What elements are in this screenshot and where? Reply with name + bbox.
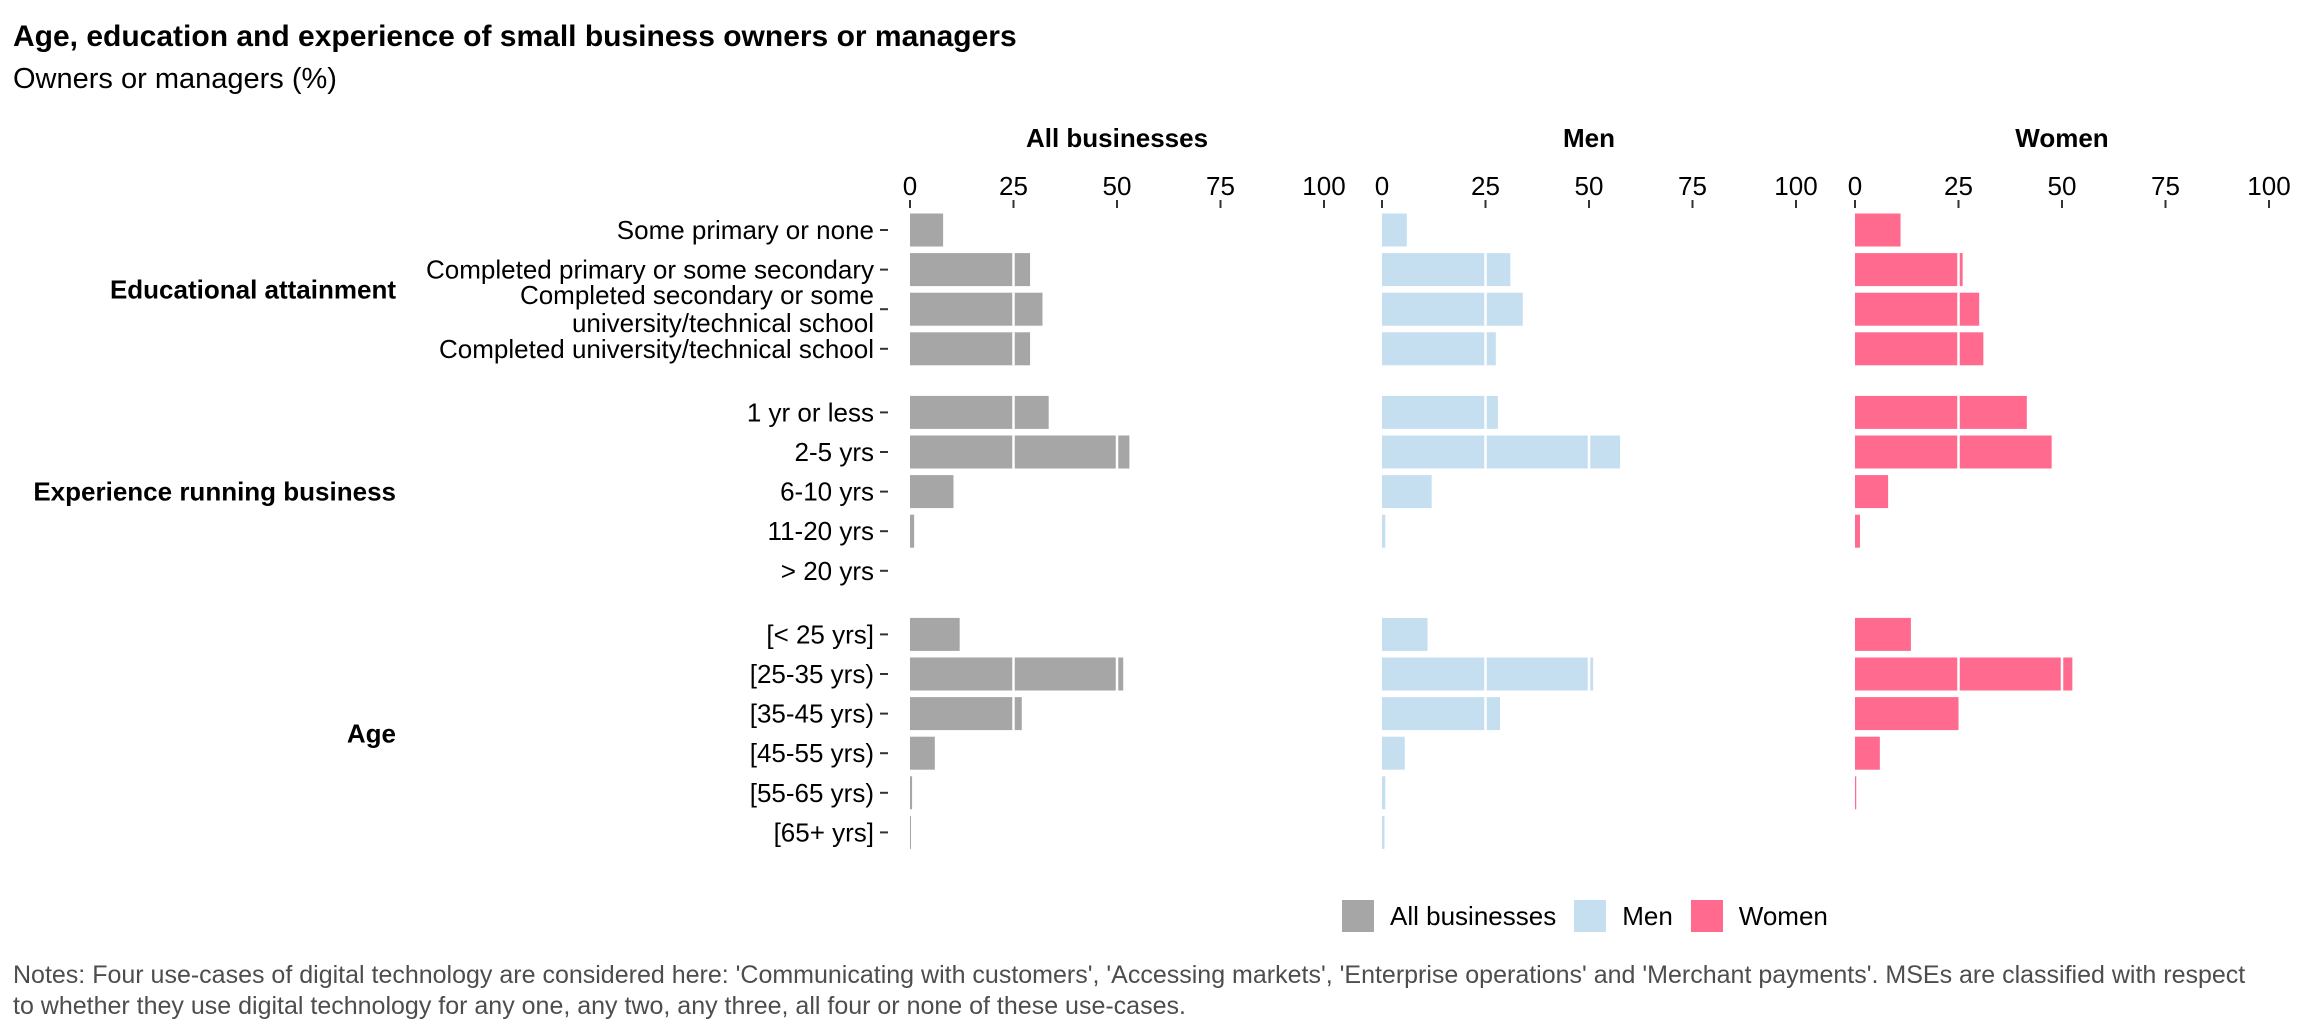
y-tick-label: Completed university/technical school bbox=[439, 334, 874, 364]
bar-women bbox=[1855, 657, 2073, 691]
bar-all-businesses bbox=[910, 815, 911, 849]
bar-men bbox=[1382, 514, 1386, 548]
x-tick-label: 75 bbox=[1206, 171, 1235, 201]
x-tick-label: 0 bbox=[903, 171, 917, 201]
x-tick-label: 100 bbox=[2247, 171, 2290, 201]
bar-men bbox=[1382, 617, 1428, 651]
y-tick-label: Completed primary or some secondary bbox=[426, 255, 874, 285]
bar-all-businesses bbox=[910, 776, 913, 810]
x-tick-label: 50 bbox=[2048, 171, 2077, 201]
bar-women bbox=[1855, 697, 1959, 731]
bar-all-businesses bbox=[910, 475, 954, 509]
x-tick-label: 25 bbox=[1944, 171, 1973, 201]
bar-women bbox=[1855, 253, 1963, 287]
bar-all-businesses bbox=[910, 514, 915, 548]
group-label-age: Age bbox=[347, 718, 396, 748]
legend-label-men: Men bbox=[1622, 900, 1673, 931]
x-tick-label: 50 bbox=[1575, 171, 1604, 201]
bar-women bbox=[1855, 617, 1911, 651]
bar-men bbox=[1382, 475, 1432, 509]
chart-title: Age, education and experience of small b… bbox=[13, 20, 1017, 53]
legend-label-women: Women bbox=[1738, 900, 1828, 931]
y-tick-label: 1 yr or less bbox=[747, 397, 874, 427]
y-tick-label: [55-65 yrs) bbox=[750, 778, 874, 808]
x-tick-label: 0 bbox=[1848, 171, 1862, 201]
facet-title-women: Women bbox=[2015, 123, 2108, 153]
facet-title-men: Men bbox=[1563, 123, 1615, 153]
y-tick-label: [45-55 yrs) bbox=[750, 738, 874, 768]
y-tick-label: Some primary or none bbox=[617, 215, 874, 245]
x-tick-label: 50 bbox=[1103, 171, 1132, 201]
bar-women bbox=[1855, 514, 1860, 548]
bar-women bbox=[1855, 395, 2027, 429]
bar-men bbox=[1382, 253, 1511, 287]
y-tick-label: [65+ yrs] bbox=[774, 817, 874, 847]
bar-all-businesses bbox=[910, 292, 1043, 326]
bar-men bbox=[1382, 332, 1496, 366]
group-label-educational-attainment: Educational attainment bbox=[110, 274, 396, 304]
y-tick-label: 2-5 yrs bbox=[795, 437, 874, 467]
bar-men bbox=[1382, 657, 1594, 691]
bar-women bbox=[1855, 332, 1984, 366]
bar-men bbox=[1382, 435, 1621, 469]
bar-men bbox=[1382, 736, 1405, 770]
bar-all-businesses bbox=[910, 617, 960, 651]
legend-label-all-businesses: All businesses bbox=[1390, 900, 1557, 931]
bar-women bbox=[1855, 776, 1857, 810]
bar-all-businesses bbox=[910, 253, 1031, 287]
bar-women bbox=[1855, 292, 1980, 326]
x-tick-label: 100 bbox=[1774, 171, 1817, 201]
bar-women bbox=[1855, 213, 1901, 247]
bar-men bbox=[1382, 213, 1407, 247]
legend-key-all-businesses bbox=[1342, 900, 1374, 932]
legend-key-men bbox=[1574, 900, 1607, 932]
bar-all-businesses bbox=[910, 435, 1130, 469]
y-tick-label: Completed secondary or some university/te… bbox=[520, 280, 874, 338]
y-tick-label: 11-20 yrs bbox=[768, 516, 874, 546]
bar-all-businesses bbox=[910, 213, 944, 247]
y-tick-label: > 20 yrs bbox=[781, 556, 874, 586]
x-tick-label: 25 bbox=[999, 171, 1028, 201]
y-tick-label: [< 25 yrs] bbox=[766, 619, 874, 649]
bar-men bbox=[1382, 292, 1523, 326]
chart-subtitle: Owners or managers (%) bbox=[13, 63, 337, 95]
group-label-experience-running-business: Experience running business bbox=[33, 477, 396, 507]
bar-women bbox=[1855, 435, 2052, 469]
bar-men bbox=[1382, 697, 1500, 731]
y-tick-label: [35-45 yrs) bbox=[750, 699, 874, 729]
bar-women bbox=[1855, 475, 1889, 509]
legend-item-men: Men bbox=[1574, 900, 1673, 932]
bar-all-businesses bbox=[910, 736, 935, 770]
legend: All businesses Men Women bbox=[1342, 900, 1846, 932]
bar-all-businesses bbox=[910, 697, 1022, 731]
bar-men bbox=[1382, 395, 1498, 429]
bar-all-businesses bbox=[910, 657, 1124, 691]
legend-item-women: Women bbox=[1690, 900, 1828, 932]
legend-item-all-businesses: All businesses bbox=[1342, 900, 1556, 932]
bar-men bbox=[1382, 815, 1385, 849]
y-tick-label: 6-10 yrs bbox=[780, 477, 874, 507]
legend-key-women bbox=[1690, 900, 1723, 932]
x-tick-label: 100 bbox=[1302, 171, 1345, 201]
faceted-bar-chart: All businesses 0 25 50 75 100 Men 0 25 50 75 100 Wom… bbox=[33, 123, 2291, 849]
x-tick-label: 0 bbox=[1375, 171, 1389, 201]
y-tick-label: [25-35 yrs) bbox=[750, 659, 874, 689]
bar-men bbox=[1382, 776, 1386, 810]
bar-all-businesses bbox=[910, 332, 1031, 366]
bar-all-businesses bbox=[910, 395, 1049, 429]
bar-women bbox=[1855, 736, 1880, 770]
facet-title-all-businesses: All businesses bbox=[1026, 123, 1208, 153]
x-tick-label: 25 bbox=[1471, 171, 1500, 201]
x-tick-label: 75 bbox=[1678, 171, 1707, 201]
footnote: Notes: Four use-cases of digital technol… bbox=[13, 961, 2246, 1020]
x-tick-label: 75 bbox=[2151, 171, 2180, 201]
